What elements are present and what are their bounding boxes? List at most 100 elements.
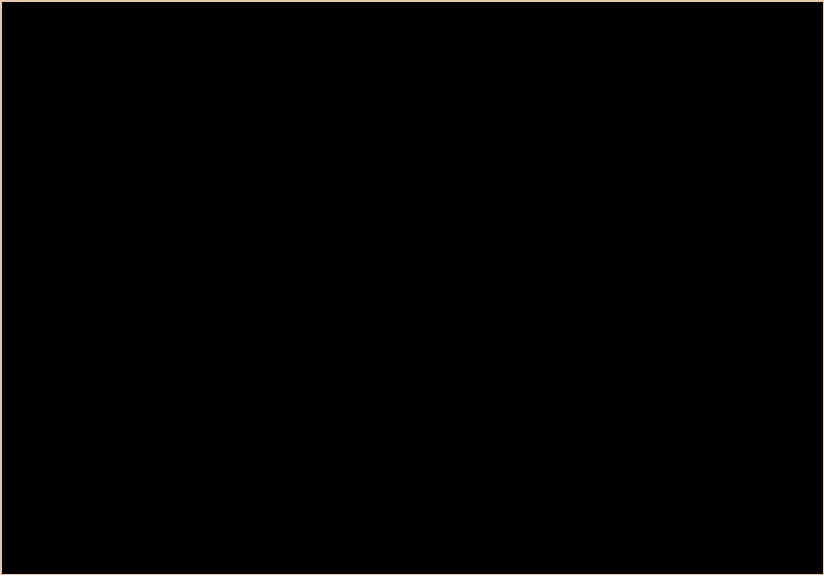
Circle shape	[427, 59, 433, 66]
Text: ~: ~	[424, 70, 436, 84]
Circle shape	[282, 289, 314, 321]
FancyBboxPatch shape	[120, 402, 235, 462]
Circle shape	[296, 269, 301, 274]
Circle shape	[289, 246, 307, 264]
Circle shape	[656, 191, 664, 199]
Circle shape	[303, 289, 308, 294]
Circle shape	[296, 218, 301, 224]
Circle shape	[311, 202, 316, 208]
Text: ~: ~	[314, 70, 325, 84]
Circle shape	[633, 183, 637, 187]
Text: FUEL
CONTROL
UNIT: FUEL CONTROL UNIT	[48, 415, 101, 448]
Text: S: S	[634, 170, 640, 180]
FancyBboxPatch shape	[570, 370, 715, 385]
FancyArrow shape	[60, 54, 210, 100]
Circle shape	[331, 128, 411, 208]
Circle shape	[282, 260, 287, 266]
Circle shape	[400, 459, 410, 469]
Ellipse shape	[405, 165, 575, 405]
Circle shape	[282, 244, 287, 250]
FancyBboxPatch shape	[354, 75, 388, 191]
Circle shape	[288, 316, 293, 321]
Circle shape	[282, 239, 314, 271]
Text: S: S	[634, 205, 640, 215]
Text: ~: ~	[514, 70, 526, 84]
Text: ~: ~	[234, 70, 246, 84]
Text: FLAP
CONTROL: FLAP CONTROL	[422, 404, 478, 426]
Polygon shape	[740, 240, 800, 330]
Circle shape	[296, 319, 301, 324]
Circle shape	[355, 380, 385, 410]
Circle shape	[288, 289, 293, 294]
FancyBboxPatch shape	[350, 73, 392, 193]
Text: BLEED CONTROL
VALVE: BLEED CONTROL VALVE	[471, 19, 569, 41]
Polygon shape	[725, 215, 805, 355]
Circle shape	[288, 239, 293, 244]
FancyArrow shape	[459, 430, 484, 450]
Circle shape	[282, 210, 287, 216]
Circle shape	[296, 286, 301, 292]
Circle shape	[424, 56, 436, 68]
Circle shape	[658, 193, 662, 197]
Text: GEAR BOX: GEAR BOX	[140, 243, 194, 253]
Circle shape	[279, 252, 284, 258]
Circle shape	[296, 236, 301, 242]
Text: S: S	[634, 135, 640, 145]
FancyBboxPatch shape	[3, 3, 821, 572]
Circle shape	[309, 244, 315, 250]
Text: AIRCRAFT
PNEUMATIC
SYSTEM: AIRCRAFT PNEUMATIC SYSTEM	[34, 63, 106, 97]
Circle shape	[309, 260, 315, 266]
Circle shape	[311, 302, 316, 308]
FancyBboxPatch shape	[15, 468, 143, 558]
Circle shape	[355, 152, 387, 184]
Circle shape	[581, 378, 589, 386]
FancyBboxPatch shape	[290, 148, 305, 410]
Text: IGNITION
UNIT: IGNITION UNIT	[681, 426, 738, 448]
FancyBboxPatch shape	[660, 415, 760, 460]
Text: Inlet Guide Vane
(IGV) CONTROL: Inlet Guide Vane (IGV) CONTROL	[255, 459, 341, 481]
Circle shape	[583, 186, 587, 190]
Circle shape	[282, 194, 287, 200]
Circle shape	[309, 210, 315, 216]
Circle shape	[282, 294, 287, 300]
FancyBboxPatch shape	[215, 274, 715, 292]
Circle shape	[289, 296, 307, 314]
Circle shape	[296, 186, 301, 191]
Circle shape	[451, 443, 457, 450]
Circle shape	[279, 302, 284, 308]
Circle shape	[303, 216, 308, 221]
Circle shape	[282, 310, 287, 316]
Circle shape	[288, 216, 293, 221]
Circle shape	[303, 316, 308, 321]
Circle shape	[633, 383, 637, 387]
Polygon shape	[710, 185, 815, 380]
Circle shape	[309, 294, 315, 300]
Circle shape	[288, 189, 293, 194]
Circle shape	[656, 371, 664, 379]
Text: LUBRICATION
UNIT: LUBRICATION UNIT	[141, 421, 213, 443]
Ellipse shape	[692, 201, 728, 366]
Circle shape	[279, 202, 284, 208]
Circle shape	[303, 189, 308, 194]
Circle shape	[341, 138, 401, 198]
FancyBboxPatch shape	[115, 365, 230, 395]
Text: S: S	[634, 100, 640, 110]
Circle shape	[303, 239, 308, 244]
FancyBboxPatch shape	[565, 145, 710, 410]
FancyBboxPatch shape	[3, 3, 821, 572]
Text: AC
GENERATOR: AC GENERATOR	[77, 296, 162, 324]
Circle shape	[581, 184, 589, 192]
Circle shape	[303, 266, 308, 271]
FancyBboxPatch shape	[570, 185, 715, 200]
Text: COOLING FAN: COOLING FAN	[70, 200, 150, 210]
FancyBboxPatch shape	[700, 200, 718, 368]
Circle shape	[282, 189, 314, 221]
Polygon shape	[220, 130, 295, 420]
Text: STARTER: STARTER	[144, 375, 199, 385]
FancyBboxPatch shape	[290, 500, 350, 508]
Circle shape	[309, 310, 315, 316]
FancyBboxPatch shape	[30, 402, 118, 462]
Circle shape	[583, 380, 587, 384]
FancyBboxPatch shape	[295, 145, 425, 410]
Circle shape	[631, 381, 639, 389]
